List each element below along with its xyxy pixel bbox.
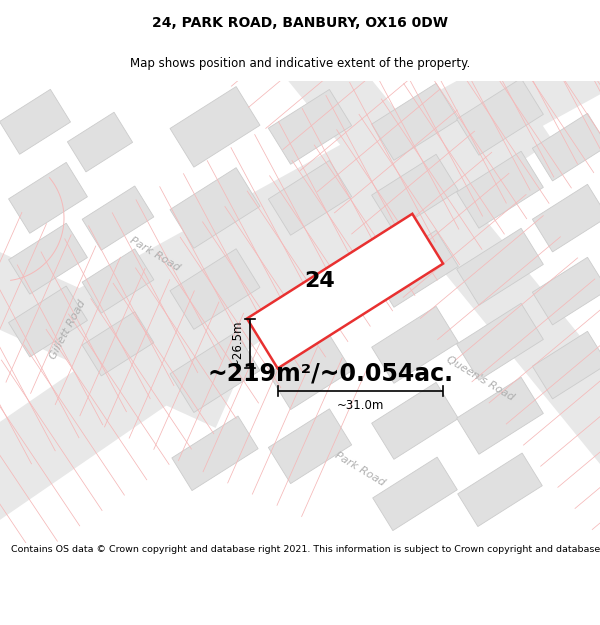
Text: Map shows position and indicative extent of the property.: Map shows position and indicative extent… <box>130 57 470 70</box>
Polygon shape <box>371 306 458 383</box>
Polygon shape <box>532 258 600 325</box>
Polygon shape <box>67 112 133 172</box>
Text: Queen's Road: Queen's Road <box>445 354 515 402</box>
Polygon shape <box>8 162 88 233</box>
Polygon shape <box>0 73 553 546</box>
Text: Contains OS data © Crown copyright and database right 2021. This information is : Contains OS data © Crown copyright and d… <box>11 545 600 554</box>
Polygon shape <box>285 35 600 482</box>
Polygon shape <box>170 87 260 167</box>
Polygon shape <box>371 154 458 231</box>
Polygon shape <box>170 249 260 329</box>
Polygon shape <box>0 89 71 154</box>
Polygon shape <box>268 89 352 164</box>
Polygon shape <box>82 312 154 376</box>
Polygon shape <box>457 78 544 155</box>
Polygon shape <box>373 457 457 531</box>
Polygon shape <box>268 409 352 484</box>
Polygon shape <box>371 231 458 308</box>
Polygon shape <box>247 214 443 368</box>
Polygon shape <box>458 453 542 526</box>
Text: Park Road: Park Road <box>128 234 182 272</box>
Polygon shape <box>82 186 154 250</box>
Text: ~219m²/~0.054ac.: ~219m²/~0.054ac. <box>207 361 453 385</box>
Polygon shape <box>170 168 260 248</box>
Polygon shape <box>532 184 600 252</box>
Polygon shape <box>457 228 544 305</box>
Polygon shape <box>371 83 458 160</box>
Polygon shape <box>457 151 544 228</box>
Polygon shape <box>268 161 352 235</box>
Polygon shape <box>532 331 600 399</box>
Polygon shape <box>268 335 352 409</box>
Text: Park Road: Park Road <box>333 451 387 488</box>
Text: ~26.5m: ~26.5m <box>230 320 244 368</box>
Text: ~31.0m: ~31.0m <box>337 399 384 412</box>
Polygon shape <box>170 332 260 412</box>
Text: 24, PARK ROAD, BANBURY, OX16 0DW: 24, PARK ROAD, BANBURY, OX16 0DW <box>152 16 448 30</box>
Polygon shape <box>8 223 88 294</box>
Text: 24: 24 <box>305 271 335 291</box>
Polygon shape <box>41 0 600 381</box>
Polygon shape <box>371 382 458 459</box>
Polygon shape <box>457 303 544 380</box>
Text: Gillett Road: Gillett Road <box>48 298 88 361</box>
Polygon shape <box>457 378 544 454</box>
Polygon shape <box>82 249 154 313</box>
Polygon shape <box>0 231 244 428</box>
Polygon shape <box>8 286 88 357</box>
Polygon shape <box>172 416 258 491</box>
Polygon shape <box>532 113 600 181</box>
